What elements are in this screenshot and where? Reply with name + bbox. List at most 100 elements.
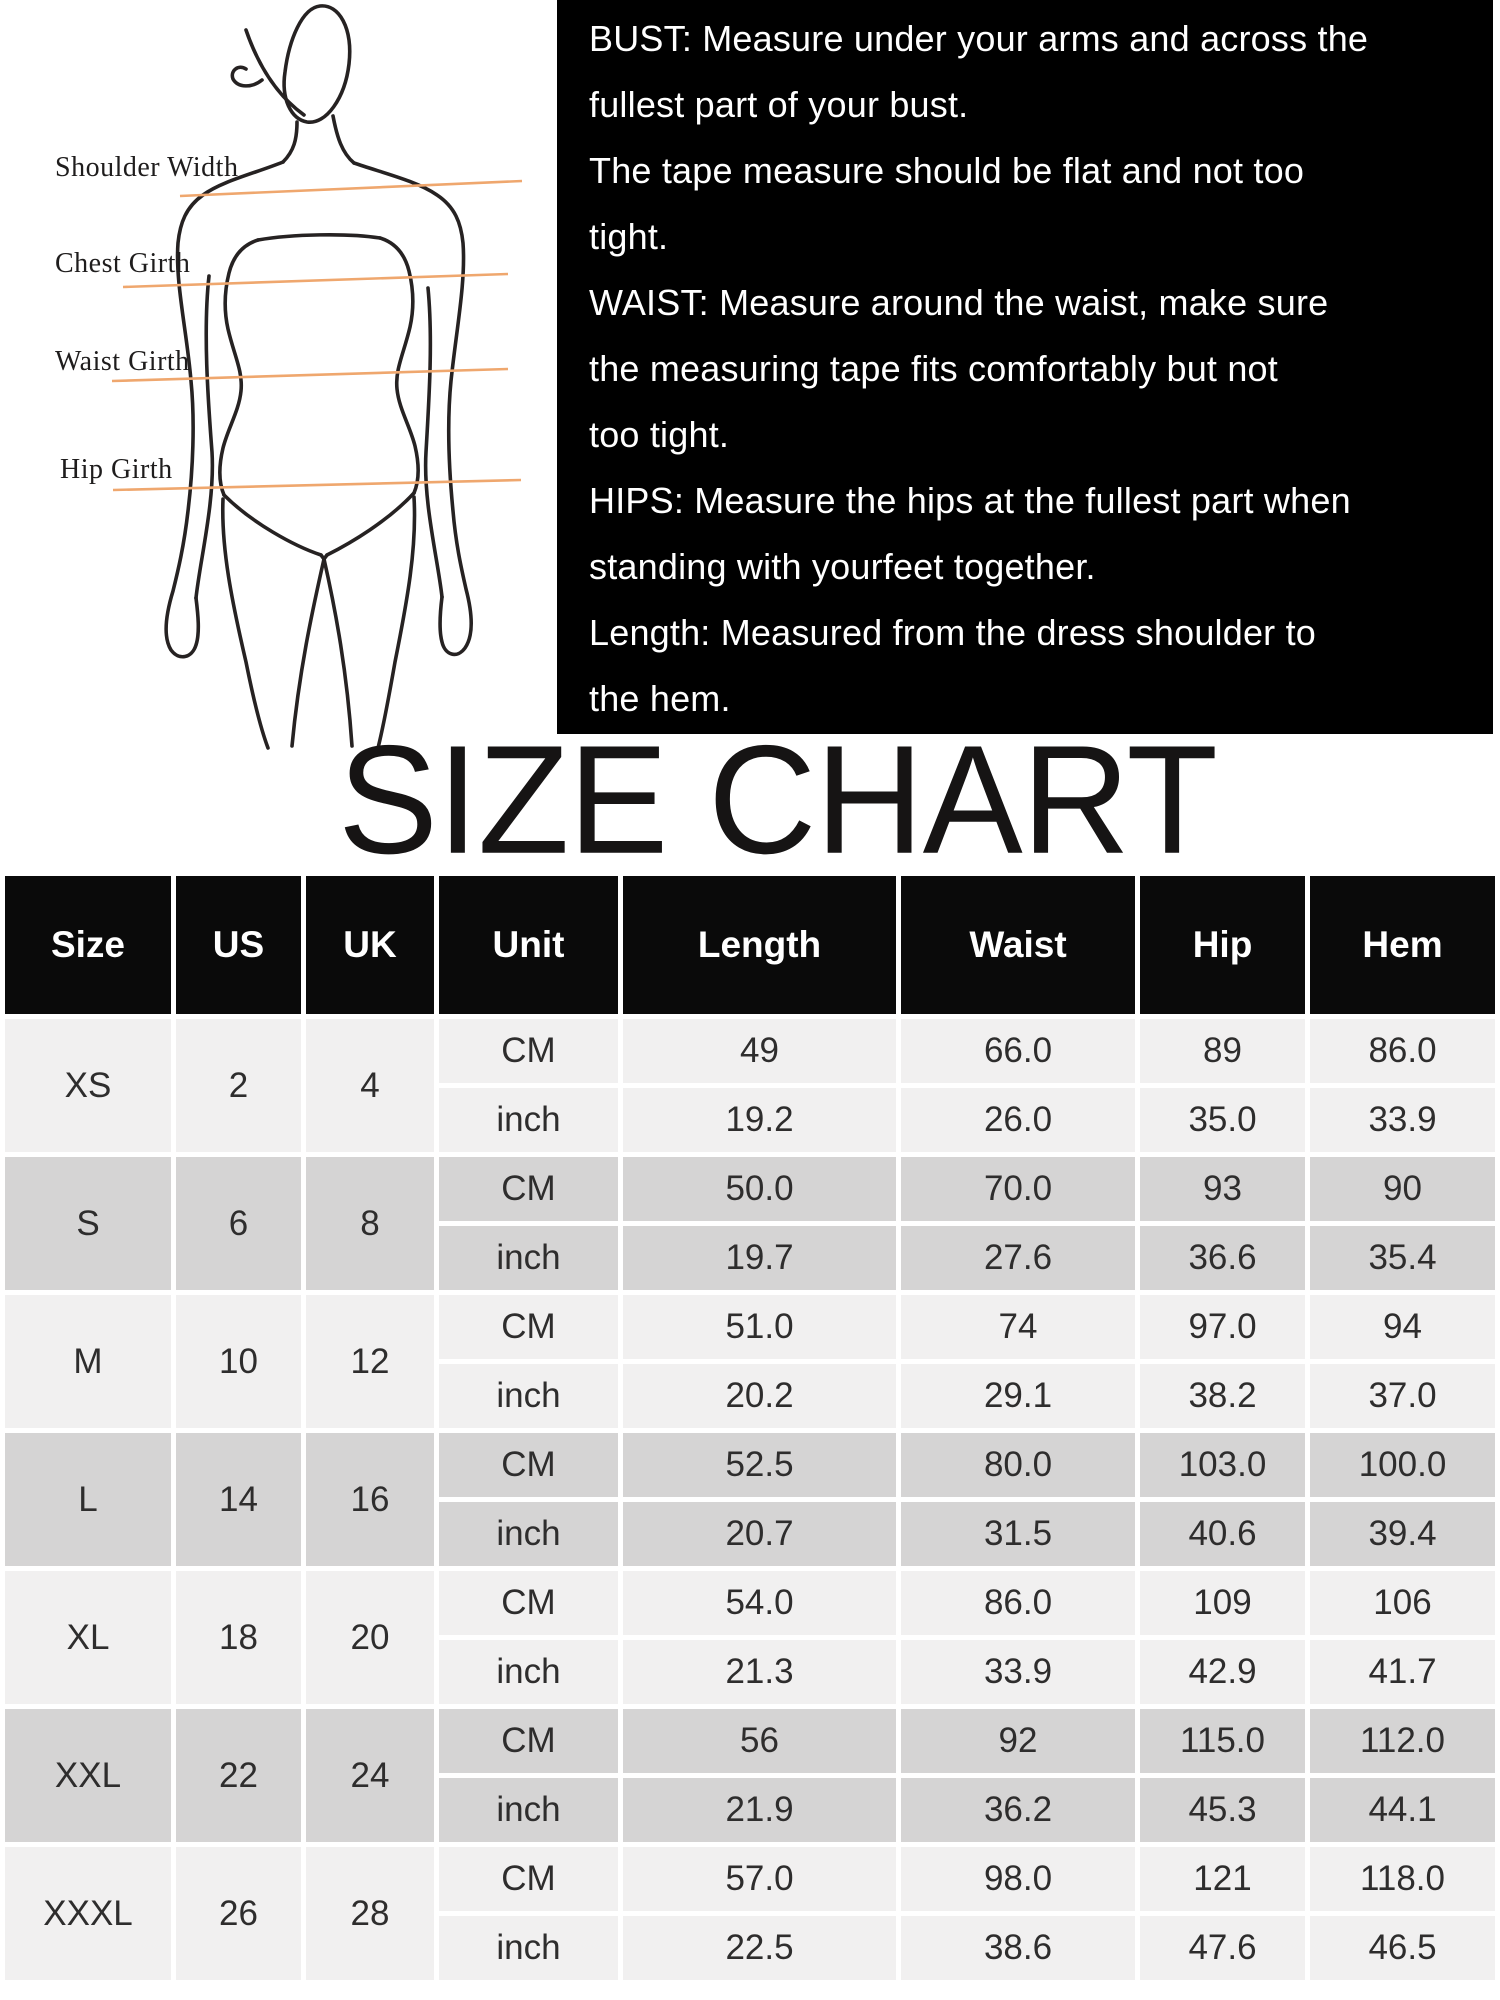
length-cell: 50.0 bbox=[623, 1157, 896, 1221]
unit-cell: inch bbox=[439, 1502, 618, 1566]
hem-cell: 86.0 bbox=[1310, 1019, 1495, 1083]
header-us: US bbox=[176, 876, 301, 1014]
hip-cell: 89 bbox=[1140, 1019, 1305, 1083]
unit-cell: CM bbox=[439, 1709, 618, 1773]
hem-cell: 90 bbox=[1310, 1157, 1495, 1221]
table-row: XXL 22 24 CM 56 92 115.0 112.0 bbox=[5, 1709, 1495, 1842]
hem-cell: 118.0 bbox=[1310, 1847, 1495, 1911]
figure-right-inner-leg bbox=[322, 557, 354, 748]
size-cell: XS bbox=[5, 1019, 171, 1152]
unit-cell: CM bbox=[439, 1019, 618, 1083]
unit-cell: inch bbox=[439, 1088, 618, 1152]
uk-size-cell: 4 bbox=[306, 1019, 434, 1152]
hip-cell: 40.6 bbox=[1140, 1502, 1305, 1566]
waist-cell: 27.6 bbox=[901, 1226, 1135, 1290]
figure-garment-top bbox=[256, 233, 382, 242]
us-size-cell: 22 bbox=[176, 1709, 301, 1842]
instruction-line: The tape measure should be flat and not … bbox=[589, 150, 1305, 191]
figure-head bbox=[282, 4, 352, 124]
hem-cell: 41.7 bbox=[1310, 1640, 1495, 1704]
waist-cell: 66.0 bbox=[901, 1019, 1135, 1083]
hem-cell: 100.0 bbox=[1310, 1433, 1495, 1497]
table-row: inch 21.3 33.9 42.9 41.7 bbox=[5, 1640, 1495, 1704]
length-cell: 20.7 bbox=[623, 1502, 896, 1566]
size-cell: M bbox=[5, 1295, 171, 1428]
unit-cell: CM bbox=[439, 1847, 618, 1911]
body-diagram: Shoulder Width Chest Girth Waist Girth H… bbox=[0, 0, 560, 750]
size-cell: S bbox=[5, 1157, 171, 1290]
hem-cell: 37.0 bbox=[1310, 1364, 1495, 1428]
unit-cell: CM bbox=[439, 1157, 618, 1221]
length-cell: 57.0 bbox=[623, 1847, 896, 1911]
instruction-line: fullest part of your bust. bbox=[589, 84, 969, 125]
instruction-line: WAIST: Measure around the waist, make su… bbox=[589, 282, 1329, 323]
uk-size-cell: 16 bbox=[306, 1433, 434, 1566]
page-title: SIZE CHART bbox=[337, 712, 1218, 886]
hip-cell: 38.2 bbox=[1140, 1364, 1305, 1428]
uk-size-cell: 24 bbox=[306, 1709, 434, 1842]
waist-cell: 70.0 bbox=[901, 1157, 1135, 1221]
unit-cell: CM bbox=[439, 1433, 618, 1497]
hem-cell: 94 bbox=[1310, 1295, 1495, 1359]
header-hem: Hem bbox=[1310, 876, 1495, 1014]
table-row: L 14 16 CM 52.5 80.0 103.0 100.0 bbox=[5, 1433, 1495, 1566]
hem-cell: 44.1 bbox=[1310, 1778, 1495, 1842]
waist-cell: 92 bbox=[901, 1709, 1135, 1773]
waist-cell: 33.9 bbox=[901, 1640, 1135, 1704]
hip-cell: 45.3 bbox=[1140, 1778, 1305, 1842]
header-uk: UK bbox=[306, 876, 434, 1014]
instruction-line: the measuring tape fits comfortably but … bbox=[589, 348, 1278, 389]
figure-garment-right bbox=[378, 236, 421, 495]
uk-size-cell: 20 bbox=[306, 1571, 434, 1704]
hip-cell: 35.0 bbox=[1140, 1088, 1305, 1152]
table-row: inch 19.7 27.6 36.6 35.4 bbox=[5, 1226, 1495, 1290]
uk-size-cell: 28 bbox=[306, 1847, 434, 1980]
hip-cell: 42.9 bbox=[1140, 1640, 1305, 1704]
instruction-line: standing with yourfeet together. bbox=[589, 546, 1096, 587]
unit-cell: CM bbox=[439, 1295, 618, 1359]
header-hip: Hip bbox=[1140, 876, 1305, 1014]
figure-left-inner-leg bbox=[290, 557, 326, 748]
length-cell: 22.5 bbox=[623, 1916, 896, 1980]
length-cell: 56 bbox=[623, 1709, 896, 1773]
hem-cell: 112.0 bbox=[1310, 1709, 1495, 1773]
table-row: inch 22.5 38.6 47.6 46.5 bbox=[5, 1916, 1495, 1980]
us-size-cell: 14 bbox=[176, 1433, 301, 1566]
figure-neck bbox=[281, 120, 299, 164]
unit-cell: CM bbox=[439, 1571, 618, 1635]
us-size-cell: 6 bbox=[176, 1157, 301, 1290]
us-size-cell: 26 bbox=[176, 1847, 301, 1980]
hem-cell: 33.9 bbox=[1310, 1088, 1495, 1152]
waist-cell: 80.0 bbox=[901, 1433, 1135, 1497]
instruction-line: BUST: Measure under your arms and across… bbox=[589, 18, 1369, 59]
table-row: S 6 8 CM 50.0 70.0 93 90 bbox=[5, 1157, 1495, 1290]
hem-cell: 39.4 bbox=[1310, 1502, 1495, 1566]
shoulder-width-label: Shoulder Width bbox=[55, 152, 239, 183]
body-figure-illustration bbox=[111, 4, 523, 750]
instruction-line: tight. bbox=[589, 216, 669, 257]
length-cell: 19.7 bbox=[623, 1226, 896, 1290]
instruction-line: too tight. bbox=[589, 414, 730, 455]
hip-cell: 47.6 bbox=[1140, 1916, 1305, 1980]
header-length: Length bbox=[623, 876, 896, 1014]
figure-left-outer-leg bbox=[220, 497, 270, 750]
figure-briefs-right bbox=[325, 491, 416, 557]
figure-left-arm bbox=[164, 160, 285, 659]
hip-cell: 103.0 bbox=[1140, 1433, 1305, 1497]
table-row: XXXL 26 28 CM 57.0 98.0 121 118.0 bbox=[5, 1847, 1495, 1980]
header-waist: Waist bbox=[901, 876, 1135, 1014]
instruction-line: the hem. bbox=[589, 678, 731, 719]
length-cell: 51.0 bbox=[623, 1295, 896, 1359]
hip-cell: 36.6 bbox=[1140, 1226, 1305, 1290]
size-cell: XXXL bbox=[5, 1847, 171, 1980]
uk-size-cell: 8 bbox=[306, 1157, 434, 1290]
table-row: XS 2 4 CM 49 66.0 89 86.0 bbox=[5, 1019, 1495, 1152]
us-size-cell: 10 bbox=[176, 1295, 301, 1428]
figure-left-inner-arm bbox=[194, 274, 215, 600]
hip-cell: 115.0 bbox=[1140, 1709, 1305, 1773]
length-cell: 21.3 bbox=[623, 1640, 896, 1704]
length-cell: 20.2 bbox=[623, 1364, 896, 1428]
instruction-line: HIPS: Measure the hips at the fullest pa… bbox=[589, 480, 1351, 521]
waist-cell: 36.2 bbox=[901, 1778, 1135, 1842]
figure-right-outer-leg bbox=[376, 495, 417, 750]
